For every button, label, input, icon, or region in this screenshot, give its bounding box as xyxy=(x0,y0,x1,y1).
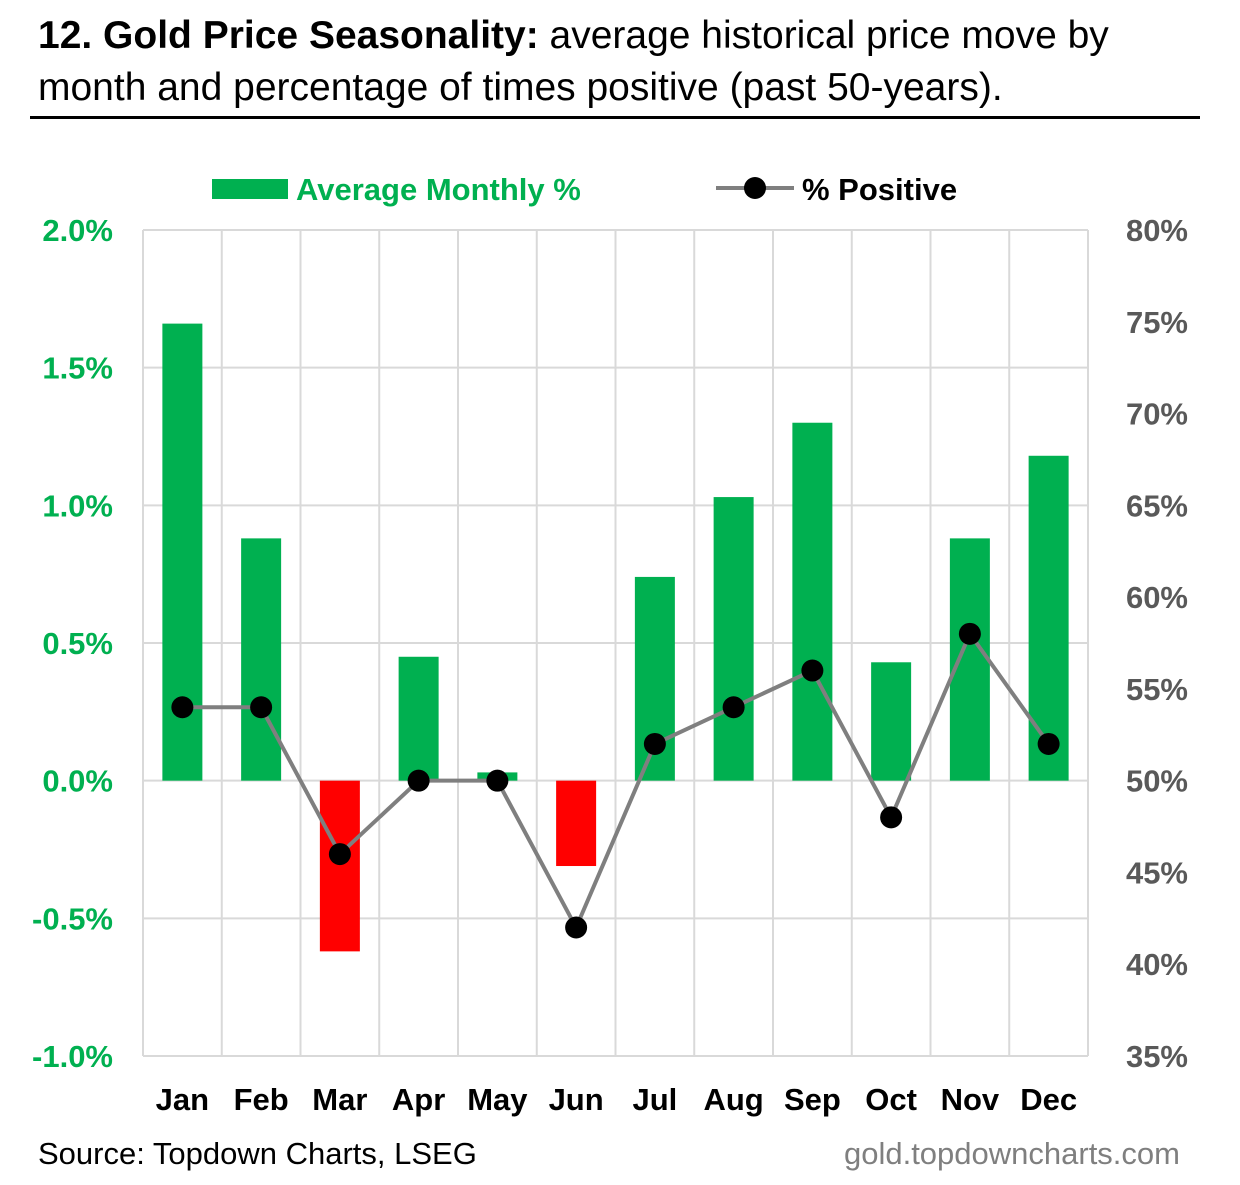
point-dec xyxy=(1037,732,1060,755)
x-axis-label-jun: Jun xyxy=(549,1082,604,1117)
axes: -1.0% -0.5% 0.0% 0.5% 1.0% 1.5% 2.0% 35% 40% 45% 5… xyxy=(32,213,1188,1117)
website-credit: gold.topdowncharts.com xyxy=(843,1136,1180,1171)
x-axis-label-jan: Jan xyxy=(156,1082,209,1117)
point-oct xyxy=(880,806,903,829)
point-apr xyxy=(407,769,430,792)
legend: Average Monthly % % Positive xyxy=(212,172,957,207)
left-axis-tick: 1.0% xyxy=(42,488,113,523)
bar-aug xyxy=(713,497,754,781)
x-axis-label-may: May xyxy=(467,1082,528,1117)
x-axis-label-sep: Sep xyxy=(784,1082,841,1117)
bar-apr xyxy=(398,656,439,781)
percent-positive-line xyxy=(171,622,1060,939)
right-axis-tick: 80% xyxy=(1126,213,1188,248)
left-axis-tick: -1.0% xyxy=(32,1039,113,1074)
bar-jun xyxy=(556,780,597,867)
left-axis-tick: 0.5% xyxy=(42,626,113,661)
chart-title-bold: 12. Gold Price Seasonality: xyxy=(38,14,539,57)
right-axis-tick: 75% xyxy=(1126,305,1188,340)
x-axis-label-jul: Jul xyxy=(632,1082,677,1117)
x-axis-label-oct: Oct xyxy=(865,1082,917,1117)
legend-bar-label: Average Monthly % xyxy=(296,172,581,207)
legend-line-marker xyxy=(744,177,766,199)
x-axis-label-mar: Mar xyxy=(312,1082,367,1117)
grid xyxy=(142,229,1089,1057)
right-axis-tick: 35% xyxy=(1126,1039,1188,1074)
right-axis-tick: 60% xyxy=(1126,580,1188,615)
right-axis-tick: 70% xyxy=(1126,397,1188,432)
x-axis-label-nov: Nov xyxy=(941,1082,1000,1117)
bar-nov xyxy=(949,538,990,781)
point-aug xyxy=(722,696,745,719)
x-axis-label-dec: Dec xyxy=(1020,1082,1077,1117)
bar-feb xyxy=(241,538,282,781)
bar-oct xyxy=(871,662,912,781)
point-may xyxy=(486,769,509,792)
bar-sep xyxy=(792,422,833,781)
point-nov xyxy=(958,622,981,645)
point-jan xyxy=(171,696,194,719)
right-axis-tick: 65% xyxy=(1126,488,1188,523)
title-divider xyxy=(30,116,1200,119)
left-axis-tick: -0.5% xyxy=(32,901,113,936)
point-jun xyxy=(565,916,588,939)
chart-title: 12. Gold Price Seasonality: average hist… xyxy=(38,10,1208,114)
bar-mar xyxy=(319,780,360,952)
bars xyxy=(162,323,1069,952)
point-feb xyxy=(250,696,273,719)
right-axis-tick: 55% xyxy=(1126,672,1188,707)
legend-bar-swatch xyxy=(212,179,288,199)
x-axis-label-aug: Aug xyxy=(703,1082,763,1117)
point-mar xyxy=(328,843,351,866)
point-sep xyxy=(801,659,824,682)
x-axis-label-apr: Apr xyxy=(392,1082,445,1117)
x-axis-label-feb: Feb xyxy=(234,1082,289,1117)
chart-title-rest: average historical price move by month a… xyxy=(38,14,1109,109)
left-axis-tick: 1.5% xyxy=(42,351,113,386)
percent-positive-series-line xyxy=(182,631,1051,930)
left-axis-tick: 0.0% xyxy=(42,764,113,799)
source-note: Source: Topdown Charts, LSEG xyxy=(38,1136,477,1171)
point-jul xyxy=(643,732,666,755)
left-axis-tick: 2.0% xyxy=(42,213,113,248)
right-axis-tick: 45% xyxy=(1126,855,1188,890)
right-axis-tick: 50% xyxy=(1126,764,1188,799)
bar-dec xyxy=(1028,455,1069,781)
legend-line-label: % Positive xyxy=(802,172,957,207)
right-axis-tick: 40% xyxy=(1126,947,1188,982)
